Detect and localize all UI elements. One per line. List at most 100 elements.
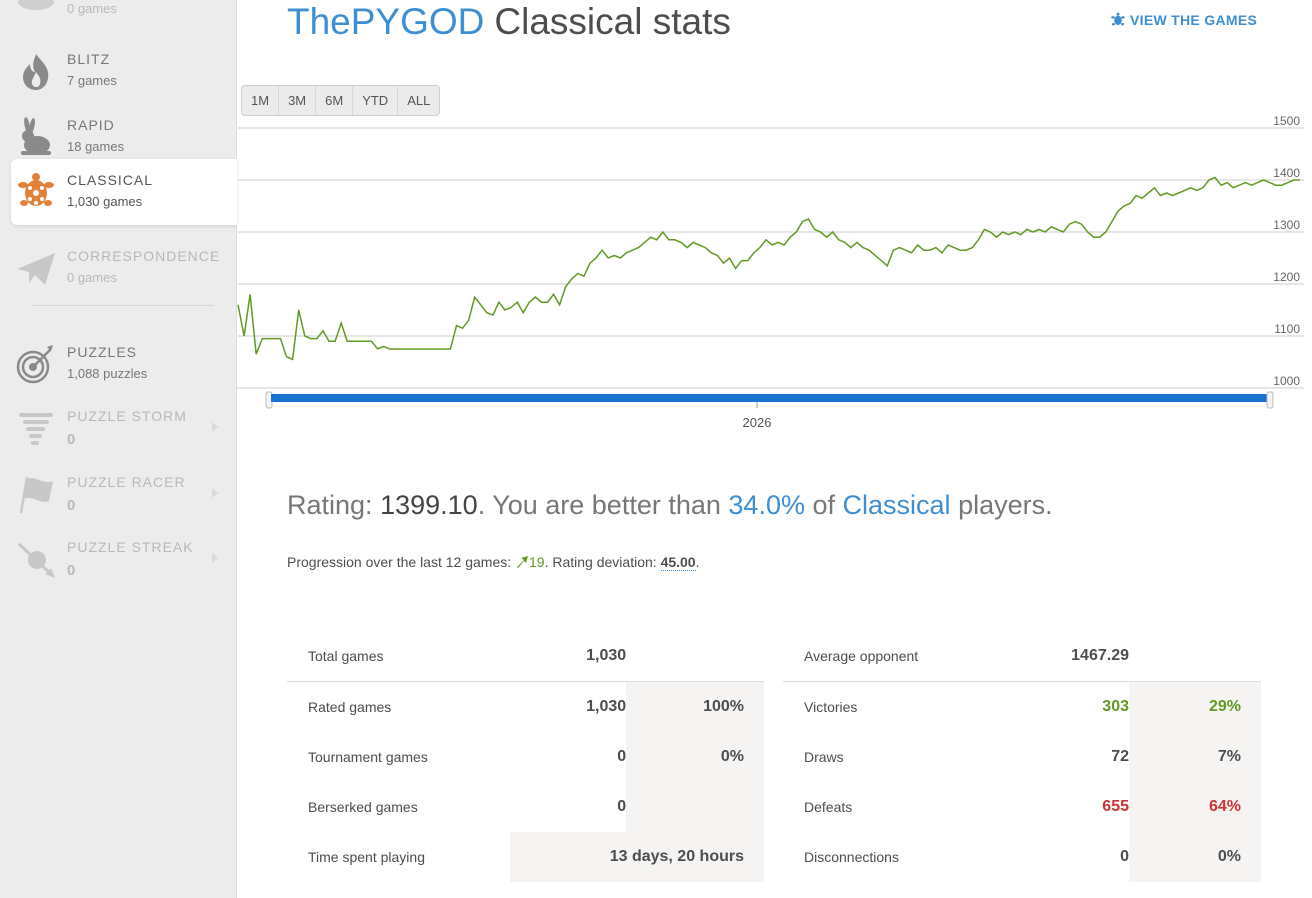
chart-y-ticks: 1500 1400 1300 1200 1100 1000 <box>1273 114 1300 388</box>
sidebar-item-sub: 0 <box>67 562 76 579</box>
table-row: Draws 72 7% <box>783 732 1261 782</box>
stat-value: 1,030 <box>586 698 627 715</box>
sidebar-divider <box>32 305 214 306</box>
sidebar-item-bullet[interactable]: 0 games <box>0 0 236 30</box>
chevron-right-icon <box>212 422 218 432</box>
range-1m-button[interactable]: 1M <box>242 86 280 115</box>
chart-grid <box>238 127 1304 337</box>
sidebar-item-sub: 1,030 games <box>67 194 143 209</box>
range-6m-button[interactable]: 6M <box>316 86 354 115</box>
stat-label: Tournament games <box>308 749 428 765</box>
sidebar-item-title: Puzzle Storm <box>67 408 187 424</box>
stat-value: 13 days, 20 hours <box>510 832 764 882</box>
stat-percent <box>626 782 764 832</box>
page-title: ThePYGOD Classical stats <box>287 0 731 44</box>
sidebar-item-correspondence[interactable]: Correspondence 0 games <box>0 235 236 299</box>
x-axis-label: 2026 <box>743 415 772 430</box>
view-games-link[interactable]: VIEW THE GAMES <box>1110 12 1257 28</box>
y-tick-label: 1400 <box>1273 166 1300 180</box>
sidebar-item-sub: 18 games <box>67 139 125 154</box>
range-ytd-button[interactable]: YTD <box>353 86 399 115</box>
sidebar-item-sub: 1,088 puzzles <box>67 366 148 381</box>
sidebar-item-sub: 0 <box>67 497 76 514</box>
y-tick-label: 1200 <box>1273 270 1300 284</box>
stat-label: Victories <box>804 699 858 715</box>
stat-value: 72 <box>1111 748 1129 765</box>
flame-icon <box>15 50 57 92</box>
games-stats-table: Total games 1,030 Rated games 1,030 100%… <box>287 631 764 882</box>
table-row: Average opponent 1467.29 <box>783 631 1261 682</box>
range-3m-button[interactable]: 3M <box>279 86 317 115</box>
progression-line: Progression over the last 12 games: 19. … <box>287 554 700 571</box>
target-icon <box>15 343 57 385</box>
sidebar-item-classical[interactable]: Classical 1,030 games <box>11 159 237 225</box>
y-tick-label: 1000 <box>1273 374 1300 388</box>
sidebar-item-title: Correspondence <box>67 248 221 264</box>
sidebar-item-sub: 0 games <box>67 270 117 285</box>
sidebar-item-puzzle-storm[interactable]: Puzzle Storm 0 <box>0 395 236 459</box>
stat-label: Total games <box>287 631 511 682</box>
y-tick-label: 1500 <box>1273 114 1300 128</box>
sidebar-item-rapid[interactable]: Rapid 18 games <box>0 104 236 168</box>
stat-value: 1,030 <box>510 631 627 682</box>
sidebar-item-sub: 0 games <box>67 1 117 16</box>
sidebar-item-title: Classical <box>67 172 154 188</box>
range-selector: 1M 3M 6M YTD ALL <box>241 85 441 116</box>
table-row: Total games 1,030 <box>287 631 764 682</box>
turtle-icon <box>1111 12 1125 26</box>
rating-prefix: Rating: <box>287 490 373 520</box>
arrow-apple-icon <box>15 538 57 580</box>
stat-label: Berserked games <box>308 799 418 815</box>
deviation-value[interactable]: 45.00 <box>660 554 696 571</box>
stat-label: Time spent playing <box>308 849 425 865</box>
arrow-up-right-icon <box>517 556 529 568</box>
stat-value: 0 <box>617 748 627 765</box>
chevron-right-icon <box>212 553 218 563</box>
stat-label: Draws <box>804 749 844 765</box>
sidebar-item-puzzle-racer[interactable]: Puzzle Racer 0 <box>0 461 236 525</box>
sidebar: 0 games Blitz 7 games Rapid 18 games Cla… <box>0 0 237 898</box>
stat-value: 655 <box>1102 798 1129 815</box>
range-all-button[interactable]: ALL <box>407 93 431 108</box>
y-tick-label: 1300 <box>1273 218 1300 232</box>
stat-percent <box>626 631 764 682</box>
deviation-label: . Rating deviation: <box>544 554 657 570</box>
stat-label: Disconnections <box>804 849 899 865</box>
rating-summary: Rating: 1399.10. You are better than 34.… <box>287 490 1053 521</box>
table-row: Disconnections 0 0% <box>783 832 1261 882</box>
rating-series-line <box>237 176 1300 361</box>
sidebar-item-title: Puzzle Streak <box>67 539 194 555</box>
bullet-icon <box>15 0 57 20</box>
deviation-end: . <box>695 554 700 570</box>
sidebar-item-sub: 0 <box>67 431 76 448</box>
sidebar-item-blitz[interactable]: Blitz 7 games <box>0 38 236 102</box>
chevron-right-icon <box>212 488 218 498</box>
stat-percent: 29% <box>1129 681 1261 732</box>
paper-plane-icon <box>15 247 57 289</box>
rating-suffix: players. <box>958 490 1053 520</box>
results-stats-table: Average opponent 1467.29 Victories 303 2… <box>783 631 1261 882</box>
username-link[interactable]: ThePYGOD <box>287 1 485 42</box>
stat-percent: 100% <box>626 681 764 732</box>
table-row: Rated games 1,030 100% <box>287 681 764 732</box>
rating-chart: 1500 1400 1300 1200 1100 1000 2026 <box>236 114 1304 430</box>
table-row: Tournament games 0 0% <box>287 732 764 782</box>
checkered-flag-icon <box>15 473 57 515</box>
rating-value: 1399.10 <box>380 490 478 520</box>
sidebar-item-puzzle-streak[interactable]: Puzzle Streak 0 <box>0 526 236 590</box>
navigator-scrollbar[interactable] <box>271 394 1269 402</box>
rating-middle: . You are better than <box>477 490 721 520</box>
sidebar-item-title: Puzzle Racer <box>67 474 186 490</box>
navigator-right-handle[interactable] <box>1266 391 1274 409</box>
sidebar-item-sub: 7 games <box>67 73 117 88</box>
table-row: Berserked games 0 <box>287 782 764 832</box>
rating-category: Classical <box>842 490 951 520</box>
sidebar-item-title: Blitz <box>67 51 111 67</box>
stat-percent: 7% <box>1129 732 1261 782</box>
progression-value: 19 <box>529 554 545 570</box>
sidebar-item-puzzles[interactable]: Puzzles 1,088 puzzles <box>0 331 236 395</box>
stat-label: Average opponent <box>783 631 997 682</box>
stat-value: 1467.29 <box>997 631 1129 682</box>
table-row: Victories 303 29% <box>783 681 1261 732</box>
y-tick-label: 1100 <box>1274 322 1300 336</box>
